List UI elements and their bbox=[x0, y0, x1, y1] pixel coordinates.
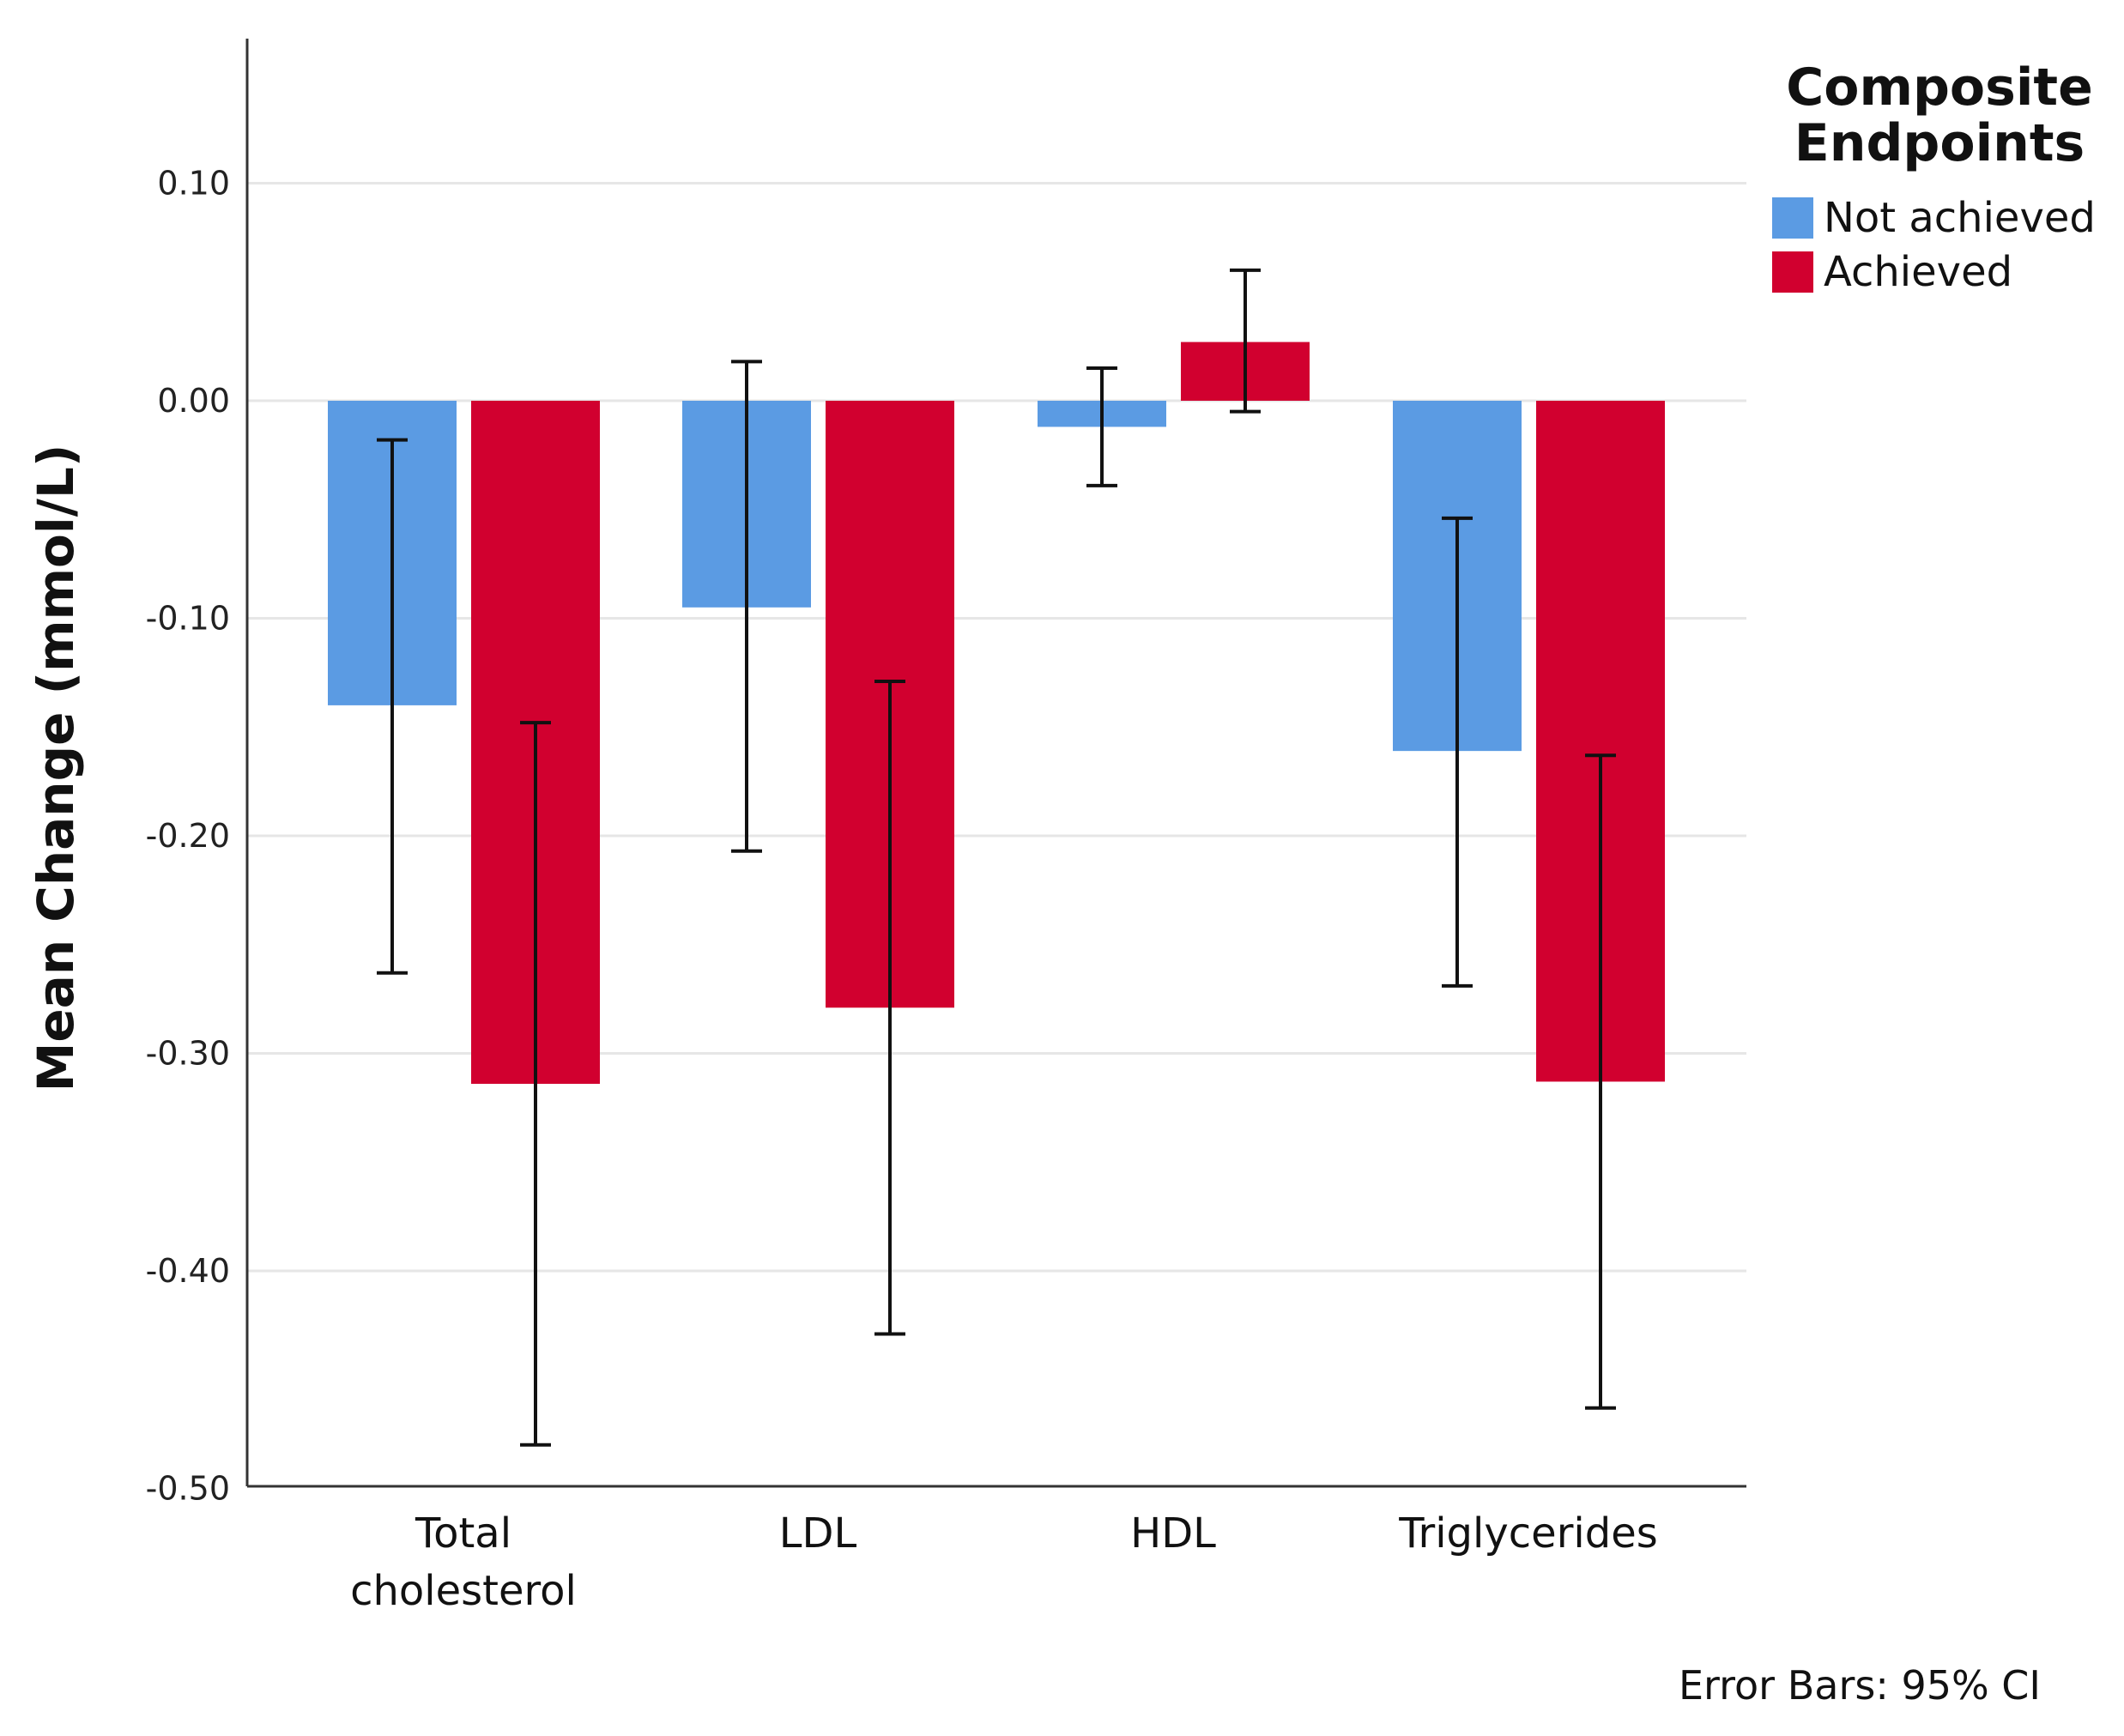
error-bar-achieved-1 bbox=[874, 680, 905, 1336]
x-category-label: Total bbox=[415, 1509, 511, 1558]
y-tick-label: 0.10 bbox=[157, 165, 230, 203]
y-tick-label: -0.30 bbox=[146, 1035, 230, 1073]
x-category-label: LDL bbox=[779, 1509, 857, 1558]
legend-label-0: Not achieved bbox=[1824, 194, 2096, 242]
axes bbox=[245, 39, 1746, 1488]
legend-swatch-0 bbox=[1772, 197, 1813, 239]
error-bar-achieved-0 bbox=[520, 721, 551, 1447]
error-bar-not-achieved-1 bbox=[731, 360, 762, 853]
y-tick-label: -0.40 bbox=[146, 1252, 230, 1290]
legend-swatch-1 bbox=[1772, 251, 1813, 293]
y-tick-label: 0.00 bbox=[157, 382, 230, 420]
error-bars-footnote: Error Bars: 95% CI bbox=[1679, 1662, 2041, 1709]
legend-title: Endpoints bbox=[1794, 113, 2085, 173]
error-bar-not-achieved-0 bbox=[377, 438, 408, 975]
labels: 0.10 0.00 -0.10 -0.20 -0.30 -0.40 -0.50 Total ch… bbox=[27, 165, 2041, 1709]
y-axis-title: Mean Change (mmol/L) bbox=[27, 445, 85, 1092]
error-bar-not-achieved-3 bbox=[1442, 516, 1473, 988]
legend-label-1: Achieved bbox=[1824, 248, 2012, 296]
error-bar-not-achieved-2 bbox=[1086, 366, 1117, 487]
error-bar-achieved-2 bbox=[1230, 268, 1261, 414]
x-category-label: cholesterol bbox=[350, 1567, 577, 1615]
legend-title: Composite bbox=[1786, 57, 2093, 118]
error-bars bbox=[377, 268, 1616, 1447]
y-tick-label: -0.50 bbox=[146, 1470, 230, 1508]
x-category-label: HDL bbox=[1130, 1509, 1216, 1558]
y-tick-label: -0.10 bbox=[146, 600, 230, 638]
y-tick-label: -0.20 bbox=[146, 817, 230, 855]
error-bar-achieved-3 bbox=[1585, 753, 1616, 1410]
x-category-label: Triglycerides bbox=[1398, 1509, 1658, 1558]
